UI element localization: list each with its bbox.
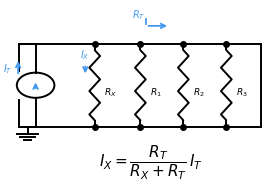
Text: $R_X$: $R_X$ <box>104 86 117 99</box>
Text: $R_T$: $R_T$ <box>132 8 146 22</box>
Text: $R_1$: $R_1$ <box>150 86 161 99</box>
Text: $R_3$: $R_3$ <box>236 86 248 99</box>
Text: $I_X = \dfrac{R_T}{R_X + R_T}\,I_T$: $I_X = \dfrac{R_T}{R_X + R_T}\,I_T$ <box>99 143 203 182</box>
Text: $I_X$: $I_X$ <box>80 48 90 62</box>
Text: $I_T$: $I_T$ <box>3 62 12 76</box>
Text: $R_2$: $R_2$ <box>193 86 204 99</box>
